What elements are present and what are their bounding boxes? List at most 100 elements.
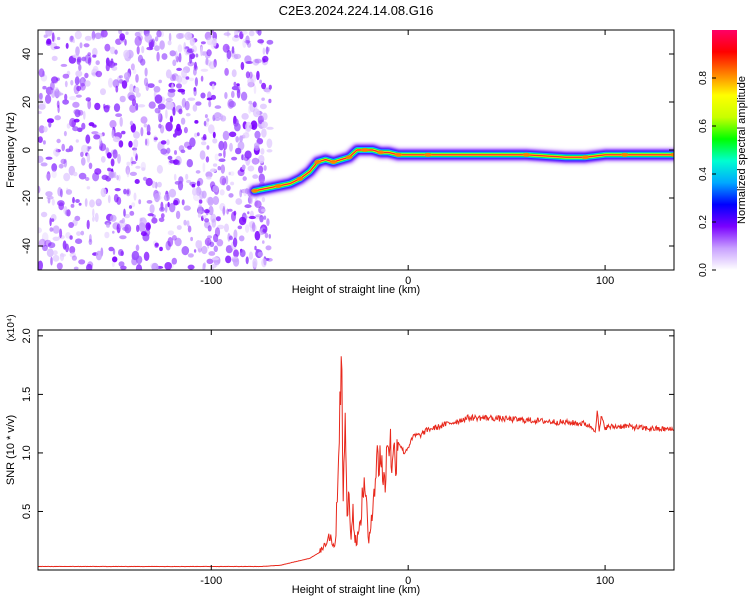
noise-speck [233,53,242,60]
noise-speck [135,264,143,270]
noise-speck [222,43,230,53]
noise-speck [154,181,158,189]
noise-speck [123,72,131,81]
noise-speck [164,262,172,270]
noise-speck [74,30,82,40]
noise-speck [87,261,94,269]
noise-speck [88,238,93,245]
noise-speck [226,208,229,215]
noise-speck [121,217,126,224]
noise-speck [178,52,182,63]
noise-speck [248,104,252,114]
noise-speck [224,223,229,233]
noise-speck [60,63,68,67]
noise-speck [106,152,112,159]
noise-speck [58,163,64,169]
noise-speck [126,169,130,178]
noise-speck [145,222,151,231]
noise-speck [83,110,86,120]
noise-speck [224,92,228,99]
noise-speck [218,158,226,162]
noise-speck [184,31,192,41]
noise-speck [71,255,77,261]
noise-speck [199,190,204,200]
noise-speck [107,167,112,172]
noise-speck [46,248,54,258]
noise-speck [204,218,210,223]
noise-speck [185,76,190,80]
noise-speck [238,235,245,242]
noise-speck [119,95,126,103]
noise-speck [165,121,173,132]
noise-speck [94,168,102,175]
ridge-point [274,184,282,188]
noise-speck [175,56,179,63]
noise-speck [123,188,127,195]
noise-speck [39,93,43,102]
noise-speck [38,136,43,143]
noise-speck [143,251,150,261]
noise-speck [234,30,239,38]
noise-speck [211,257,220,261]
snr-x-tick-label: 0 [405,575,411,587]
noise-speck [86,263,93,270]
noise-speck [145,177,153,187]
noise-speck [183,126,188,134]
noise-speck [100,156,106,163]
noise-speck [175,210,181,220]
spectrogram-panel: -100 0 100 -40 -20 0 20 40 Height of straight … [5,29,675,296]
noise-speck [213,233,219,243]
snr-y-tick-label: 1.5 [21,387,33,402]
noise-speck [195,170,201,174]
noise-speck [257,39,265,44]
colorbar-tick-label: 0.8 [698,71,709,85]
noise-speck [244,204,252,209]
noise-speck [184,46,190,50]
noise-speck [112,149,118,159]
noise-speck [70,203,75,208]
ridge-point [424,152,432,157]
noise-speck [233,229,238,240]
noise-speck [231,85,239,91]
noise-speck [40,162,48,167]
noise-speck [200,46,203,57]
noise-speck [83,43,90,48]
noise-speck [121,80,128,89]
noise-speck [38,92,44,100]
noise-speck [244,150,252,159]
noise-speck [193,192,201,202]
noise-speck [225,175,229,185]
noise-speck [80,230,85,236]
noise-speck [104,43,111,52]
noise-speck [74,215,81,222]
noise-speck [158,217,165,223]
noise-speck [214,105,222,109]
noise-speck [75,199,80,203]
noise-speck [42,140,46,145]
noise-speck [156,30,162,38]
noise-speck [38,155,44,163]
noise-speck [216,224,225,230]
noise-speck [69,117,77,128]
noise-speck [173,199,179,206]
noise-speck [194,61,197,70]
noise-speck [112,230,115,234]
noise-speck [232,237,238,248]
noise-speck [135,74,139,83]
snr-x-tick-label: -100 [200,575,222,587]
noise-speck [197,213,202,218]
noise-speck [177,44,183,53]
noise-speck [61,143,65,152]
colorbar-label: Normalized spectral amplitude [736,76,748,224]
noise-speck [228,193,234,198]
spectrogram-y-tick-label: -20 [21,190,33,206]
noise-speck [154,107,161,114]
noise-speck [161,53,168,60]
noise-speck [200,75,204,82]
noise-speck [156,164,163,174]
noise-speck [128,140,133,148]
noise-speck [165,69,172,79]
noise-speck [112,136,121,143]
noise-speck [79,42,83,49]
noise-speck [73,109,81,115]
